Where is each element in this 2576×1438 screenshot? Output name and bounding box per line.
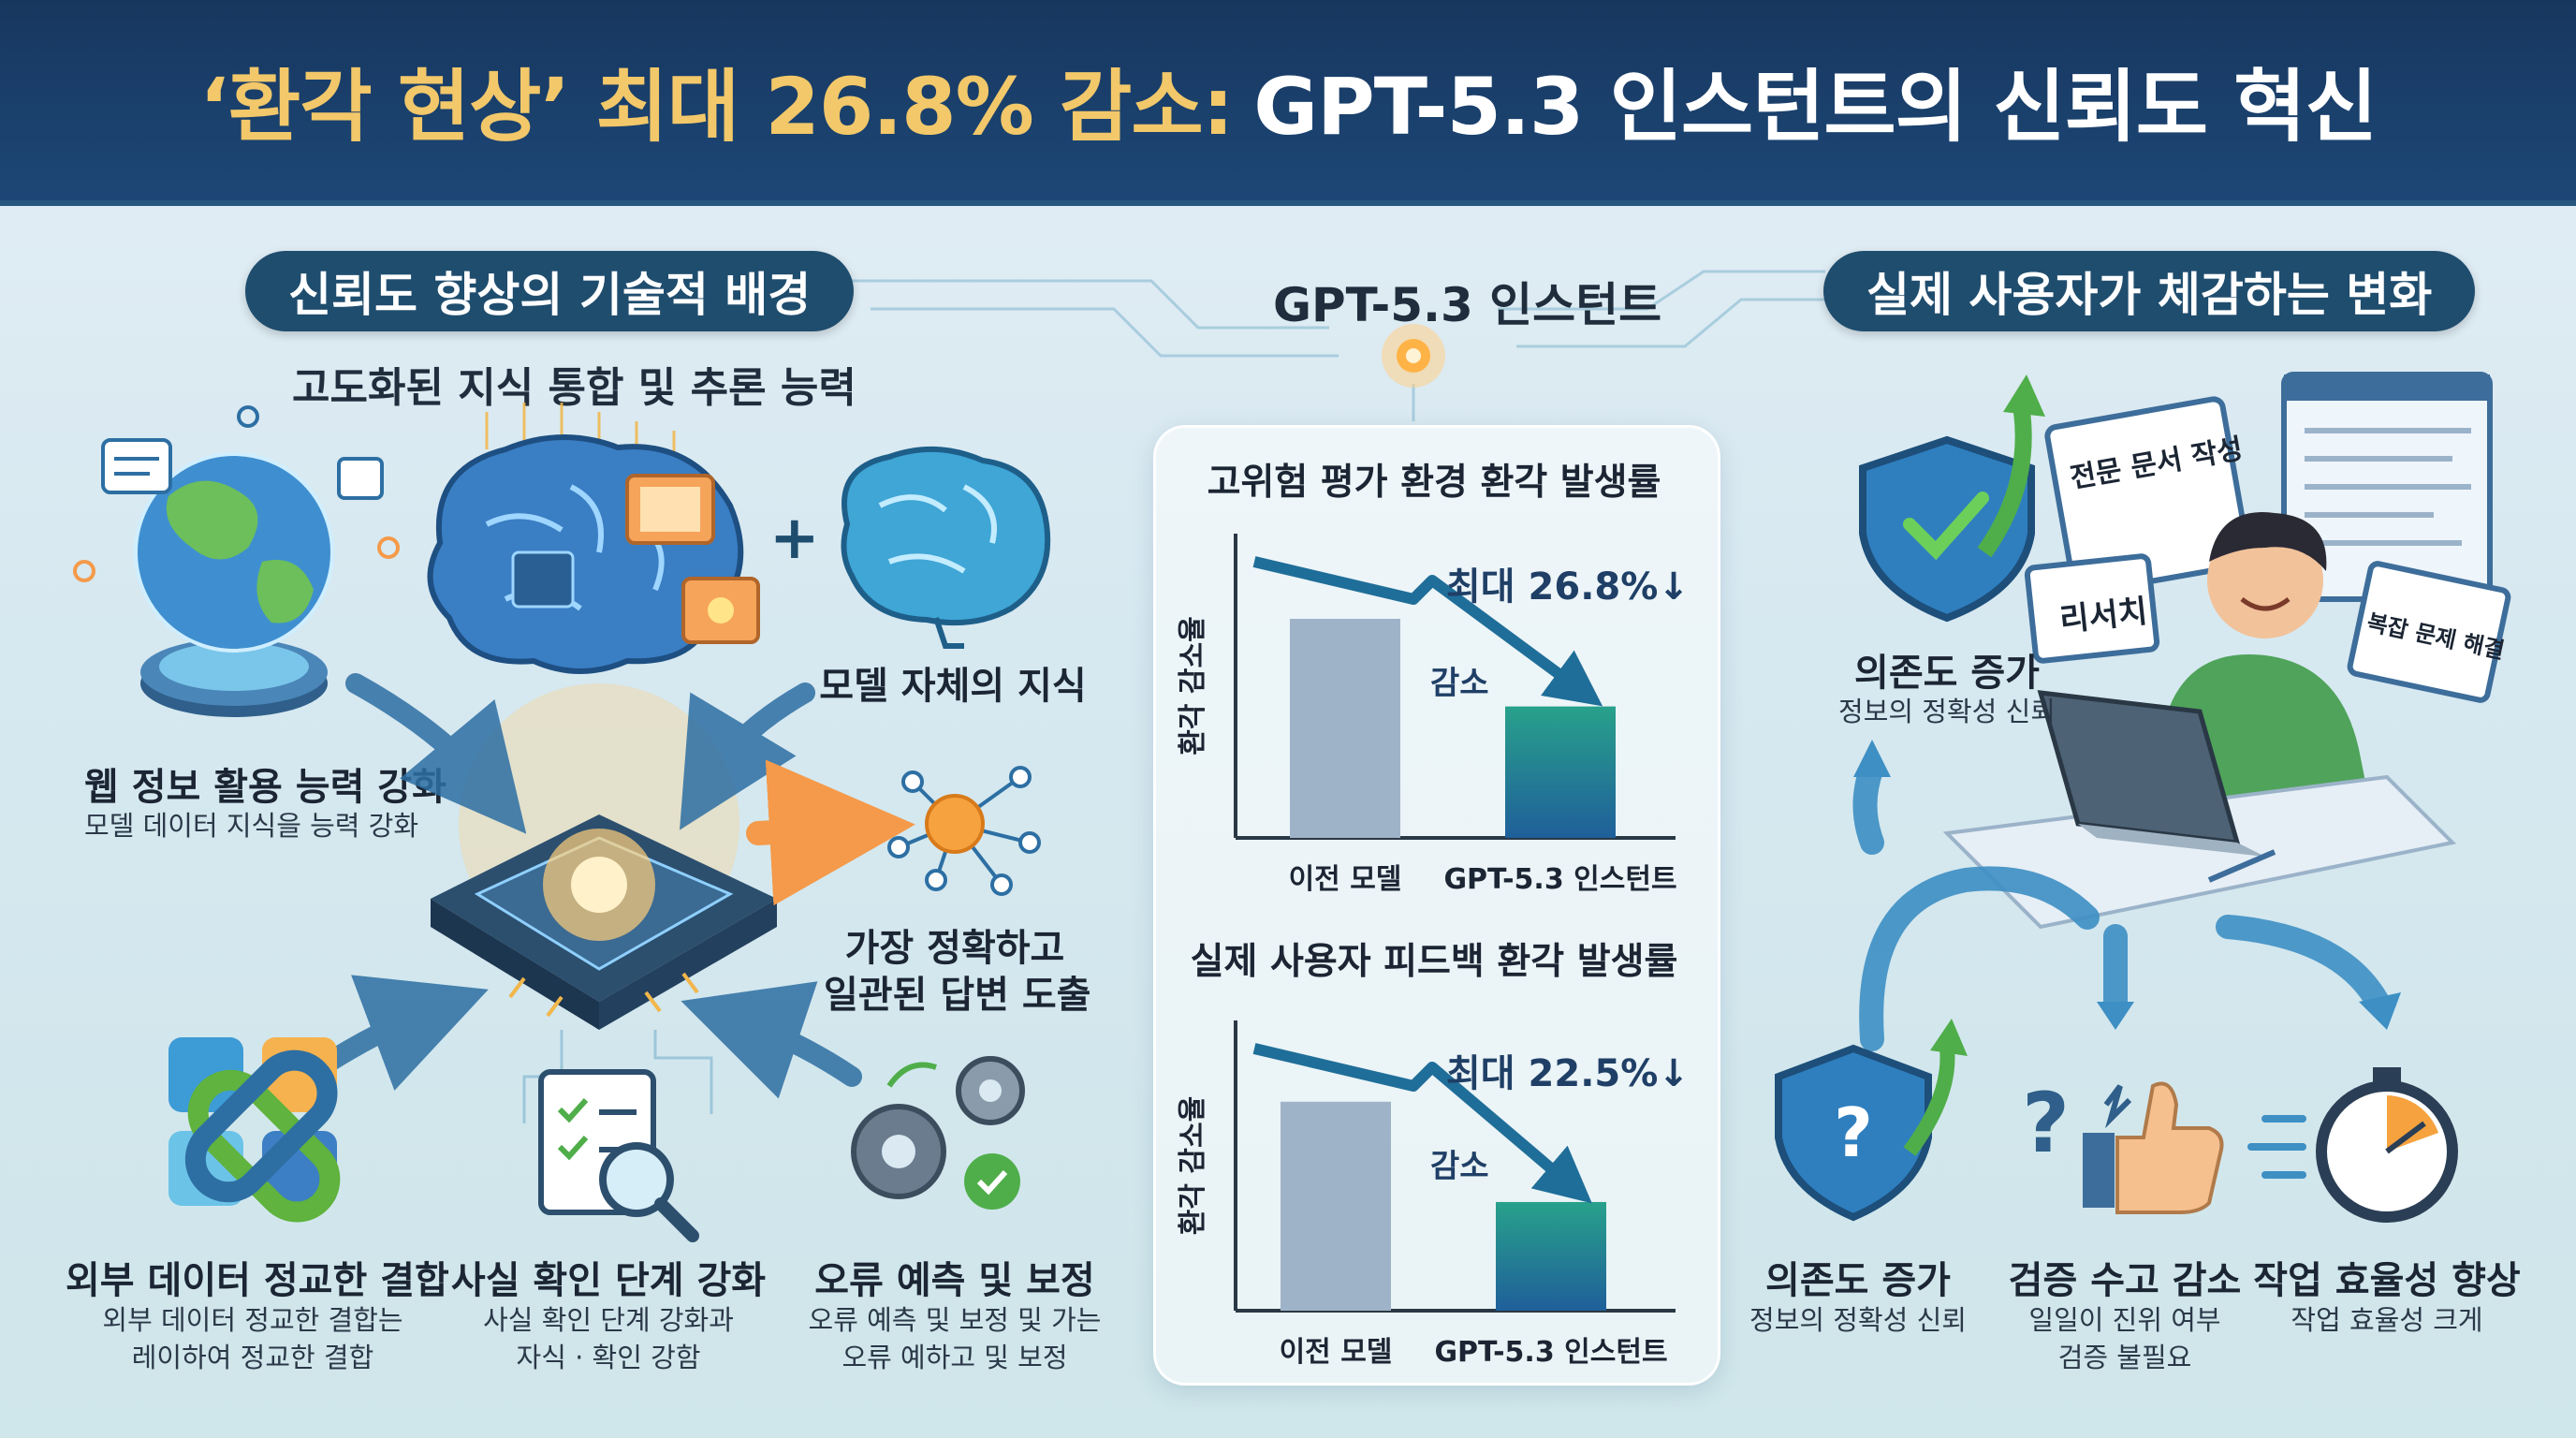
svg-text:?: ? (1834, 1093, 1873, 1172)
bottom-item-1-title: 의존도 증가 (1765, 1259, 1951, 1302)
chart-2-annotation: 최대 22.5%↓ (1446, 1052, 1690, 1095)
feature-2-title: 사실 확인 단계 강화 (450, 1259, 767, 1302)
top-item-title: 의존도 증가 (1854, 652, 2040, 695)
feature-1-title: 외부 데이터 정교한 결합 (66, 1259, 449, 1302)
title-highlight: ‘환각 현상’ 최대 26.8% 감소: (199, 60, 1234, 153)
web-desc: 모델 데이터 지식을 능력 강화 (84, 810, 419, 842)
checklist-search-icon (538, 1069, 699, 1242)
svg-text:?: ? (2022, 1075, 2070, 1171)
thumbs-up-icon: ? (2022, 1075, 2224, 1214)
plus-icon: + (769, 504, 820, 573)
left-subtitle: 고도화된 지식 통합 및 추론 능력 (292, 364, 856, 412)
model-knowledge-label: 모델 자체의 지식 (819, 665, 1087, 708)
feature-3-desc2: 오류 예하고 및 보정 (842, 1342, 1068, 1373)
chart-1-bar-2 (1505, 706, 1616, 838)
chart-1-ylabel: 환각 감소율 (1177, 616, 1209, 755)
title-rest: GPT-5.3 인스턴트의 신뢰도 혁신 (1253, 60, 2378, 153)
right-section-pill-label: 실제 사용자가 체감하는 변화 (1866, 268, 2433, 322)
chart-1-category-1: 이전 모델 (1289, 863, 1402, 896)
link-icon (168, 1037, 341, 1223)
feature-1-desc2: 레이하여 정교한 결합 (131, 1342, 374, 1373)
output-line2: 일관된 답변 도출 (824, 974, 1091, 1017)
chart-2-title: 실제 사용자 피드백 환각 발생률 (1190, 941, 1678, 983)
chart-2-category-1: 이전 모델 (1280, 1336, 1393, 1369)
bottom-item-3-title: 작업 효율성 향상 (2253, 1259, 2521, 1302)
output-line1: 가장 정확하고 (844, 927, 1065, 970)
chart-2-trend-arrow (1252, 1043, 1592, 1204)
chart-1-title: 고위험 평가 환경 환각 발생률 (1207, 462, 1661, 504)
gears-check-icon (851, 1056, 1025, 1210)
feature-2-desc1: 사실 확인 단계 강화과 (483, 1304, 734, 1336)
stopwatch-icon (2247, 1067, 2458, 1223)
chart-2-category-2: GPT-5.3 인스턴트 (1434, 1336, 1667, 1369)
chart-1-bar-1 (1290, 619, 1400, 838)
bottom-item-2-title: 검증 수고 감소 (2008, 1259, 2242, 1302)
chart-2-bar-2 (1496, 1201, 1606, 1311)
feature-2-desc2: 자식 · 확인 강함 (516, 1342, 701, 1373)
chart-1-annotation: 최대 26.8%↓ (1446, 565, 1690, 609)
feature-1-desc1: 외부 데이터 정교한 결합는 (102, 1304, 403, 1336)
bottom-item-3-desc1: 작업 효율성 크게 (2291, 1304, 2483, 1336)
left-section-pill-label: 신뢰도 향상의 기술적 배경 (288, 268, 812, 322)
bottom-item-1-desc: 정보의 정확성 신뢰 (1749, 1304, 1967, 1336)
web-title: 웹 정보 활용 능력 강화 (84, 766, 446, 809)
chart-2-ylabel: 환각 감소율 (1177, 1096, 1209, 1235)
chart-1-decrease-label: 감소 (1430, 665, 1489, 702)
right-section-pill: 실제 사용자가 체감하는 변화 (1823, 251, 2476, 331)
chart-1-category-2: GPT-5.3 인스턴트 (1443, 863, 1676, 896)
feature-3-desc1: 오류 예측 및 보정 및 가는 (808, 1304, 1102, 1336)
shield-question-icon: ? (1775, 1019, 1968, 1222)
center-title: GPT-5.3 인스턴트 (1273, 278, 1662, 332)
feature-3-title: 오류 예측 및 보정 (814, 1259, 1095, 1302)
chart-1-trend-arrow (1252, 556, 1603, 707)
bottom-item-2-desc2: 검증 불필요 (2057, 1342, 2192, 1373)
bottom-item-2-desc1: 일일이 진위 여부 (2028, 1304, 2221, 1336)
title-bar: ‘환각 현상’ 최대 26.8% 감소: GPT-5.3 인스턴트의 신뢰도 혁… (0, 0, 2576, 206)
document-screens-icon (2024, 372, 2511, 703)
chart-2-decrease-label: 감소 (1430, 1148, 1489, 1185)
left-section-pill: 신뢰도 향상의 기술적 배경 (245, 251, 855, 331)
top-item-desc: 정보의 정확성 신뢰 (1838, 696, 2056, 727)
chart-2-bar-1 (1281, 1101, 1391, 1311)
